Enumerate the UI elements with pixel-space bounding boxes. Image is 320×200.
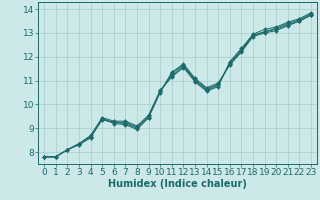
X-axis label: Humidex (Indice chaleur): Humidex (Indice chaleur) xyxy=(108,179,247,189)
